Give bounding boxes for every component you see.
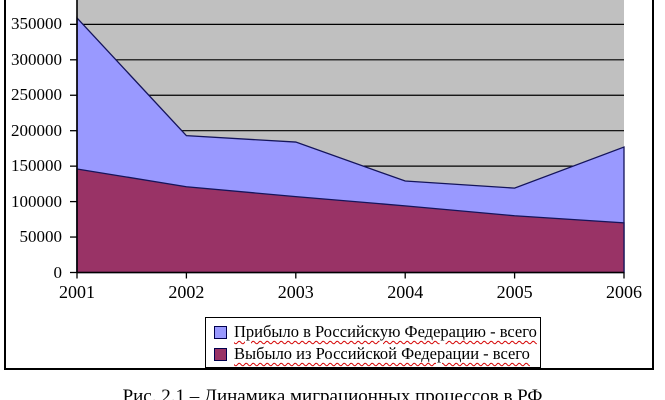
y-axis-tick-label: 250000 [11,85,62,105]
y-axis-tick-label: 300000 [11,49,62,69]
x-axis-tick-label: 2005 [496,282,533,302]
y-axis-tick-label: 150000 [11,156,62,176]
y-axis: 350000 300000 250000 200000 150000 100000 5000… [0,0,62,281]
x-axis-tick-label: 2003 [277,282,314,302]
y-axis-tick-label: 350000 [11,14,62,34]
legend-label: Прибыло в Российскую Федерацию - всего [234,322,537,341]
legend-swatch-icon [214,325,227,339]
area-chart-plot [70,0,625,279]
legend-item: Прибыло в Российскую Федерацию - всего [214,321,540,343]
legend-label: Выбыло из Российской Федерации - всего [234,344,530,363]
y-axis-tick-label: 100000 [11,191,62,211]
legend-item: Выбыло из Российской Федерации - всего [214,343,540,365]
y-axis-tick-label: 50000 [19,227,63,247]
figure-caption: Рис. 2.1 – Динамика миграционных процесс… [122,386,543,400]
chart-legend: Прибыло в Российскую Федерацию - всего Вы… [205,317,541,368]
x-axis-tick-label: 2004 [387,282,424,302]
y-axis-tick-label: 200000 [11,120,62,140]
y-axis-tick-label: 0 [53,262,63,282]
legend-swatch-icon [214,347,227,361]
x-axis-tick-label: 2006 [606,282,642,302]
x-axis-tick-label: 2001 [59,282,95,302]
x-axis-tick-label: 2002 [168,282,205,302]
x-axis: 2001 2002 2003 2004 2005 2006 [0,282,665,308]
